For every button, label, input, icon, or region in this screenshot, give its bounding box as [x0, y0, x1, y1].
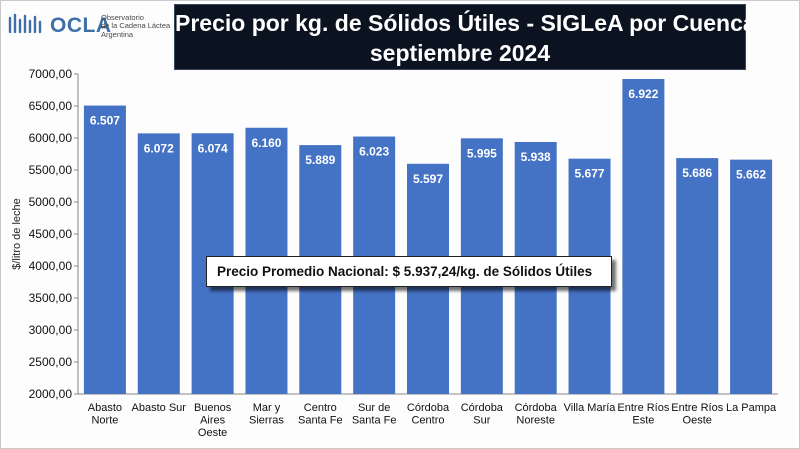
x-category-label: Villa María [564, 402, 617, 414]
logo-name: OCLA [50, 14, 112, 37]
y-tick-label: 7000,00 [29, 67, 73, 81]
x-category-label: Mar y [253, 402, 281, 414]
x-category-label: Córdoba [407, 402, 450, 414]
chart-title: Precio por kg. de Sólidos Útiles - SIGLe… [174, 4, 764, 70]
x-category-label: Oeste [683, 415, 712, 427]
x-category-label: Sur de [358, 402, 390, 414]
x-category-label: Sierras [249, 415, 284, 427]
y-tick-label: 3500,00 [29, 291, 73, 305]
x-category-label: Norte [91, 415, 118, 427]
y-tick-label: 5000,00 [29, 195, 73, 209]
y-tick-label: 3000,00 [29, 323, 73, 337]
x-category-label: Córdoba [515, 402, 558, 414]
x-category-label: Aires [200, 415, 226, 427]
bar [676, 158, 719, 394]
y-tick-label: 4500,00 [29, 227, 73, 241]
x-category-label: Buenos [194, 402, 232, 414]
logo-subtitle: Observatorio de la Cadena Láctea Argenti… [101, 13, 171, 39]
y-tick-label: 2000,00 [29, 387, 73, 401]
national-average-note: Precio Promedio Nacional: $ 5.937,24/kg.… [206, 256, 612, 287]
bar-data-label: 6.074 [198, 141, 228, 155]
chart-title-line: septiembre 2024 [369, 40, 551, 66]
bar-data-label: 5.938 [521, 150, 551, 164]
bar-data-label: 6.072 [144, 141, 174, 155]
bar [622, 78, 665, 394]
bar-data-label: 5.686 [682, 166, 712, 180]
y-tick-label: 5500,00 [29, 163, 73, 177]
ocla-logo: OCLA Observatorio de la Cadena Láctea Ar… [8, 8, 178, 44]
bar-data-label: 5.677 [575, 167, 605, 181]
bar [83, 105, 126, 394]
logo-subtitle-line: Argentina [101, 29, 134, 39]
bar [730, 159, 773, 394]
bar-data-label: 6.160 [251, 136, 281, 150]
x-category-label: Sur [473, 415, 490, 427]
x-category-label: Noreste [516, 415, 555, 427]
x-category-label: Córdoba [461, 402, 504, 414]
x-category-label: Entre Ríos [617, 402, 669, 414]
x-category-label: Santa Fe [298, 415, 343, 427]
logo-subtitle-line: de la Cadena Láctea [101, 21, 171, 31]
x-category-label: Abasto Sur [132, 402, 187, 414]
y-tick-label: 6500,00 [29, 99, 73, 113]
x-category-label: Centro [411, 415, 444, 427]
bar-data-label: 6.922 [628, 87, 658, 101]
bar-data-label: 6.023 [359, 145, 389, 159]
x-category-label: Centro [304, 402, 337, 414]
ocla-wave-icon [8, 13, 42, 34]
logo-subtitle-line: Observatorio [101, 13, 144, 22]
bar-data-label: 5.597 [413, 172, 443, 186]
y-tick-label: 4000,00 [29, 259, 73, 273]
y-tick-label: 2500,00 [29, 355, 73, 369]
bar-data-label: 5.889 [305, 153, 335, 167]
bar-data-label: 5.995 [467, 146, 497, 160]
bar-data-label: 5.662 [736, 168, 766, 182]
x-category-label: Santa Fe [352, 415, 397, 427]
y-tick-label: 6000,00 [29, 131, 73, 145]
bar-data-label: 6.507 [90, 114, 120, 128]
x-category-label: Oeste [198, 427, 227, 439]
bar [137, 133, 180, 394]
chart-title-line: Precio por kg. de Sólidos Útiles - SIGLe… [175, 10, 764, 36]
x-category-label: Entre Ríos [671, 402, 723, 414]
x-category-label: Este [632, 415, 654, 427]
x-category-label: La Pampa [726, 402, 777, 414]
x-category-label: Abasto [88, 402, 122, 414]
